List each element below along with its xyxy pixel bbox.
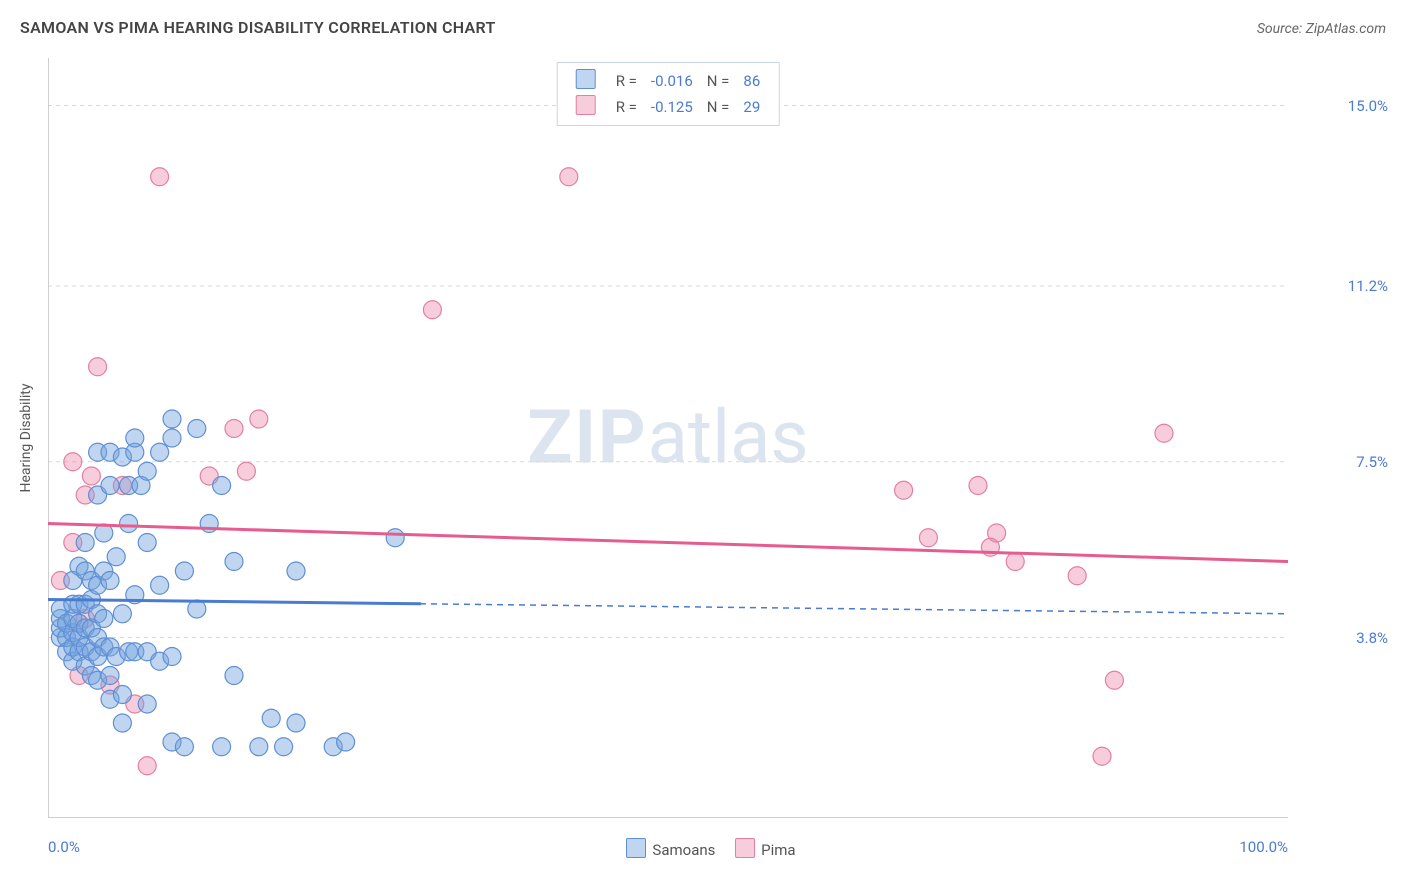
y-tick-label: 3.8% (1356, 629, 1388, 647)
legend-swatch-pima (576, 95, 596, 115)
chart-source: Source: ZipAtlas.com (1257, 21, 1386, 37)
y-tick-label: 11.2% (1348, 277, 1388, 295)
y-tick-label: 15.0% (1348, 97, 1388, 115)
chart-title: SAMOAN VS PIMA HEARING DISABILITY CORREL… (20, 18, 496, 37)
stats-legend: R =-0.016 N =86 R =-0.125 N =29 (557, 62, 780, 126)
legend-swatch-1 (626, 838, 646, 858)
legend-label-1: Samoans (652, 841, 715, 859)
stat-r-pima: -0.125 (645, 95, 699, 119)
y-tick-label: 7.5% (1356, 453, 1388, 471)
legend-swatch-samoans (576, 69, 596, 89)
stats-row-pima: R =-0.125 N =29 (570, 95, 767, 119)
chart-header: SAMOAN VS PIMA HEARING DISABILITY CORREL… (20, 18, 1386, 37)
legend-label-2: Pima (761, 841, 795, 859)
scatter-plot-svg (48, 58, 1288, 818)
y-axis-label: Hearing Disability (18, 58, 38, 818)
stat-r-samoans: -0.016 (645, 69, 699, 93)
stats-row-samoans: R =-0.016 N =86 (570, 69, 767, 93)
stat-n-samoans: 86 (737, 69, 766, 93)
series-legend: Samoans Pima (0, 838, 1406, 859)
plot-area: ZIPatlas R =-0.016 N =86 R =-0.125 N =29 (48, 58, 1288, 818)
stat-n-pima: 29 (737, 95, 766, 119)
legend-swatch-2 (735, 838, 755, 858)
